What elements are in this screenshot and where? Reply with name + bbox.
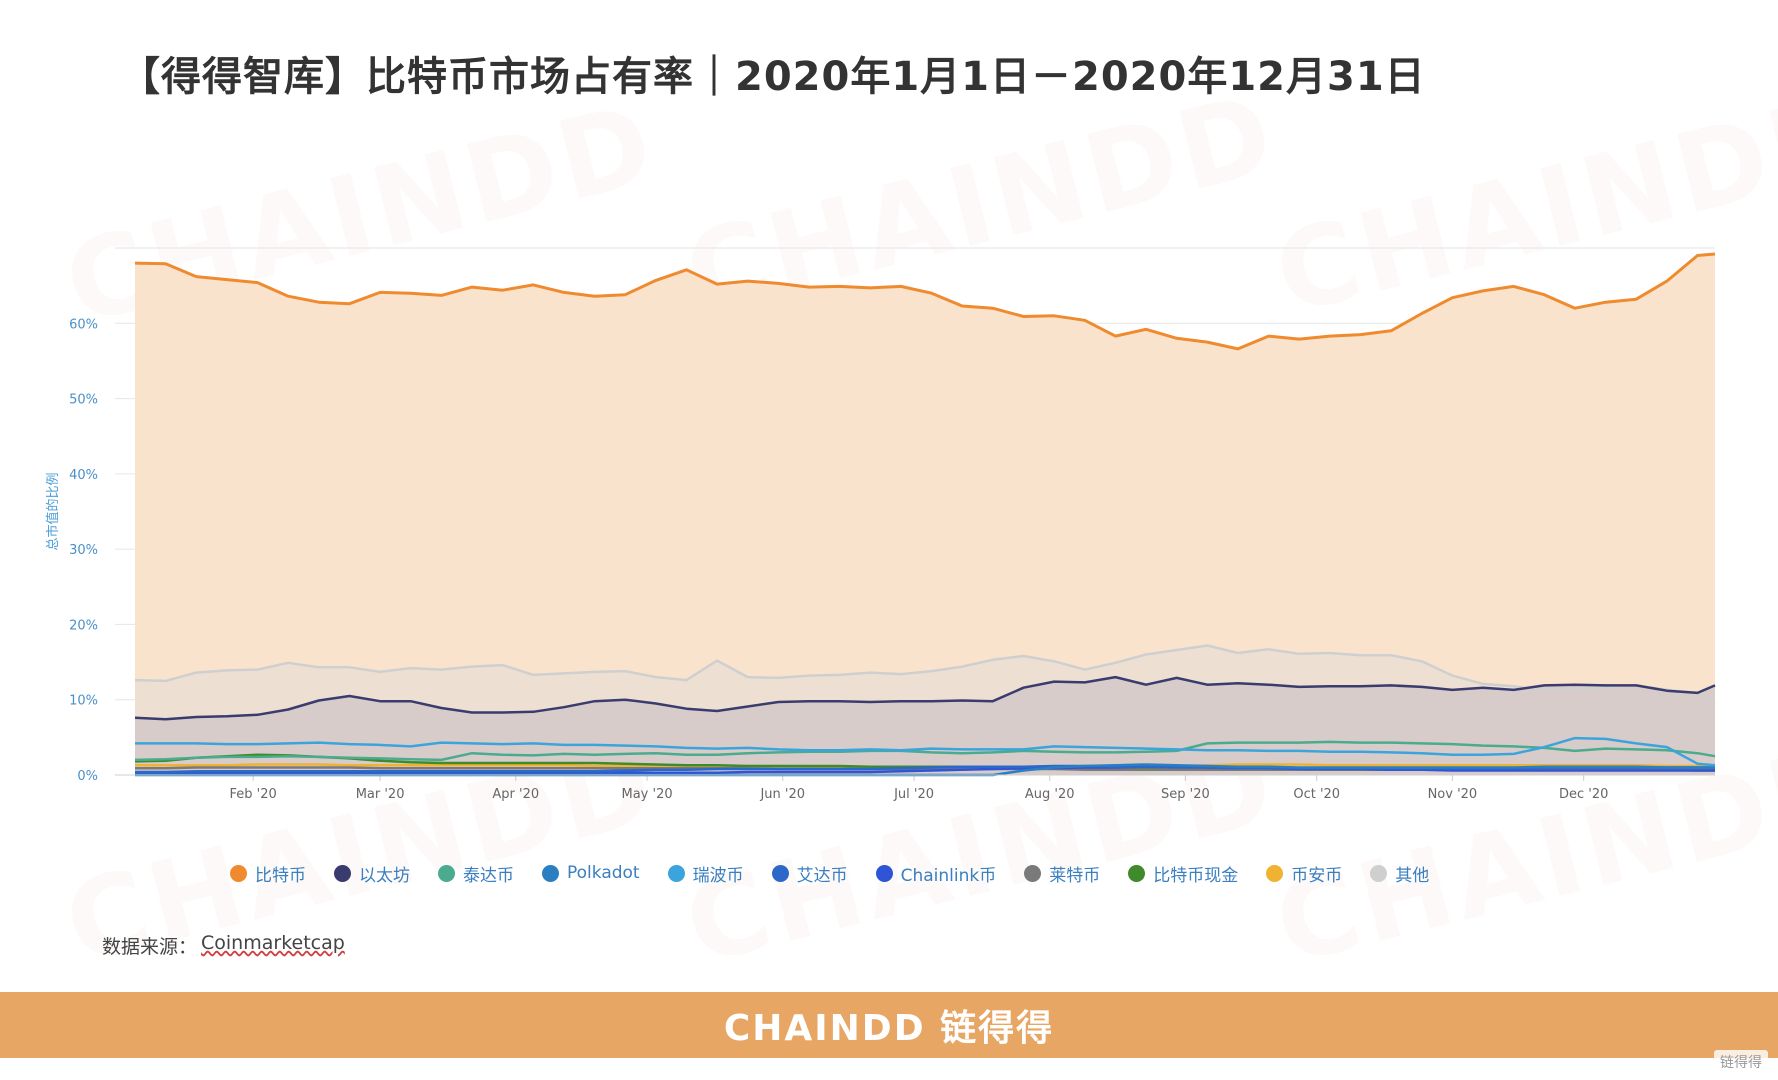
x-tick-label: Jun '20 xyxy=(759,787,805,802)
series-line xyxy=(134,740,1716,762)
legend-swatch xyxy=(1370,864,1388,882)
series-line xyxy=(135,764,1715,774)
x-tick-label: Jul '20 xyxy=(893,787,934,802)
legend-item[interactable]: 比特币 xyxy=(230,861,306,886)
source-note: 数据来源： Coinmarketcap xyxy=(102,932,345,959)
series-line xyxy=(134,675,1716,721)
y-tick-label: 50% xyxy=(69,393,98,408)
source-value: Coinmarketcap xyxy=(201,932,345,954)
legend-swatch xyxy=(438,864,455,882)
legend-swatch xyxy=(542,864,559,882)
legend-item[interactable]: Polkadot xyxy=(542,863,640,883)
x-tick-label: Nov '20 xyxy=(1428,787,1478,802)
y-tick-label: 10% xyxy=(69,694,98,709)
x-tick-label: Feb '20 xyxy=(230,787,277,802)
legend-swatch xyxy=(875,864,893,882)
legend-label: Polkadot xyxy=(567,863,640,883)
y-tick-label: 0% xyxy=(77,769,98,784)
series-line xyxy=(134,644,1716,705)
chart: 0% 10% 20% 30% 40% 50% 60% 总市值的比例 Feb '20 Mar '20… xyxy=(45,247,1716,802)
legend-item[interactable]: 币安币 xyxy=(1266,861,1342,886)
page-title: 【得得智库】比特币市场占有率｜2020年1月1日－2020年12月31日 xyxy=(120,54,1426,100)
legend-label: 比特币 xyxy=(255,865,306,886)
legend-item[interactable]: 其他 xyxy=(1370,861,1429,886)
y-tick-label: 60% xyxy=(69,317,98,332)
series-line xyxy=(134,252,1716,351)
legend-swatch xyxy=(771,864,789,882)
legend-swatch xyxy=(1128,864,1146,882)
legend-label: 艾达币 xyxy=(796,865,848,886)
legend-label: 比特币现金 xyxy=(1153,865,1239,886)
y-tick-label: 20% xyxy=(69,618,98,633)
legend-swatch xyxy=(334,864,351,882)
legend-swatch xyxy=(667,864,685,882)
y-axis-label: 总市值的比例 xyxy=(45,472,61,550)
legend-item[interactable]: Chainlink币 xyxy=(875,861,997,886)
legend-item[interactable]: 泰达币 xyxy=(438,861,514,886)
series-line xyxy=(135,736,1716,767)
legend-item[interactable]: 瑞波币 xyxy=(667,861,744,886)
legend-swatch xyxy=(1024,864,1042,882)
x-tick-label: Apr '20 xyxy=(492,787,539,802)
legend-label: 泰达币 xyxy=(463,865,514,886)
legend-item[interactable]: 比特币现金 xyxy=(1128,861,1238,886)
chart-legend: 比特币 以太坊 泰达币 Polkadot 瑞波币 艾达币 Chainlink币 莱特币 比特币现… xyxy=(230,858,1630,888)
legend-label: 币安币 xyxy=(1291,865,1343,886)
x-tick-label: Dec '20 xyxy=(1559,787,1608,802)
x-tick-label: Aug '20 xyxy=(1025,787,1075,802)
legend-item[interactable]: 莱特币 xyxy=(1024,861,1100,886)
footer-brand: CHAINDD 链得得 xyxy=(723,1008,1055,1049)
x-tick-label: Mar '20 xyxy=(356,787,405,802)
y-tick-label: 30% xyxy=(69,543,98,558)
legend-label: 以太坊 xyxy=(359,865,410,886)
x-tick-label: Oct '20 xyxy=(1293,787,1340,802)
footer-banner: CHAINDD 链得得 xyxy=(0,992,1778,1058)
legend-item[interactable]: 以太坊 xyxy=(334,861,410,886)
legend-label: 瑞波币 xyxy=(692,865,744,886)
legend-label: Chainlink币 xyxy=(900,865,997,886)
x-tick-label: Sep '20 xyxy=(1161,787,1210,802)
legend-swatch xyxy=(230,864,247,882)
series-area xyxy=(135,254,1715,775)
source-label: 数据来源： xyxy=(102,936,198,958)
legend-label: 其他 xyxy=(1395,865,1430,886)
x-tick-label: May '20 xyxy=(622,787,673,802)
y-tick-label: 40% xyxy=(69,468,98,483)
legend-item[interactable]: 艾达币 xyxy=(771,861,848,886)
legend-label: 莱特币 xyxy=(1049,865,1101,886)
legend-swatch xyxy=(1266,864,1284,882)
brand-badge: 链得得 xyxy=(1714,1050,1768,1074)
